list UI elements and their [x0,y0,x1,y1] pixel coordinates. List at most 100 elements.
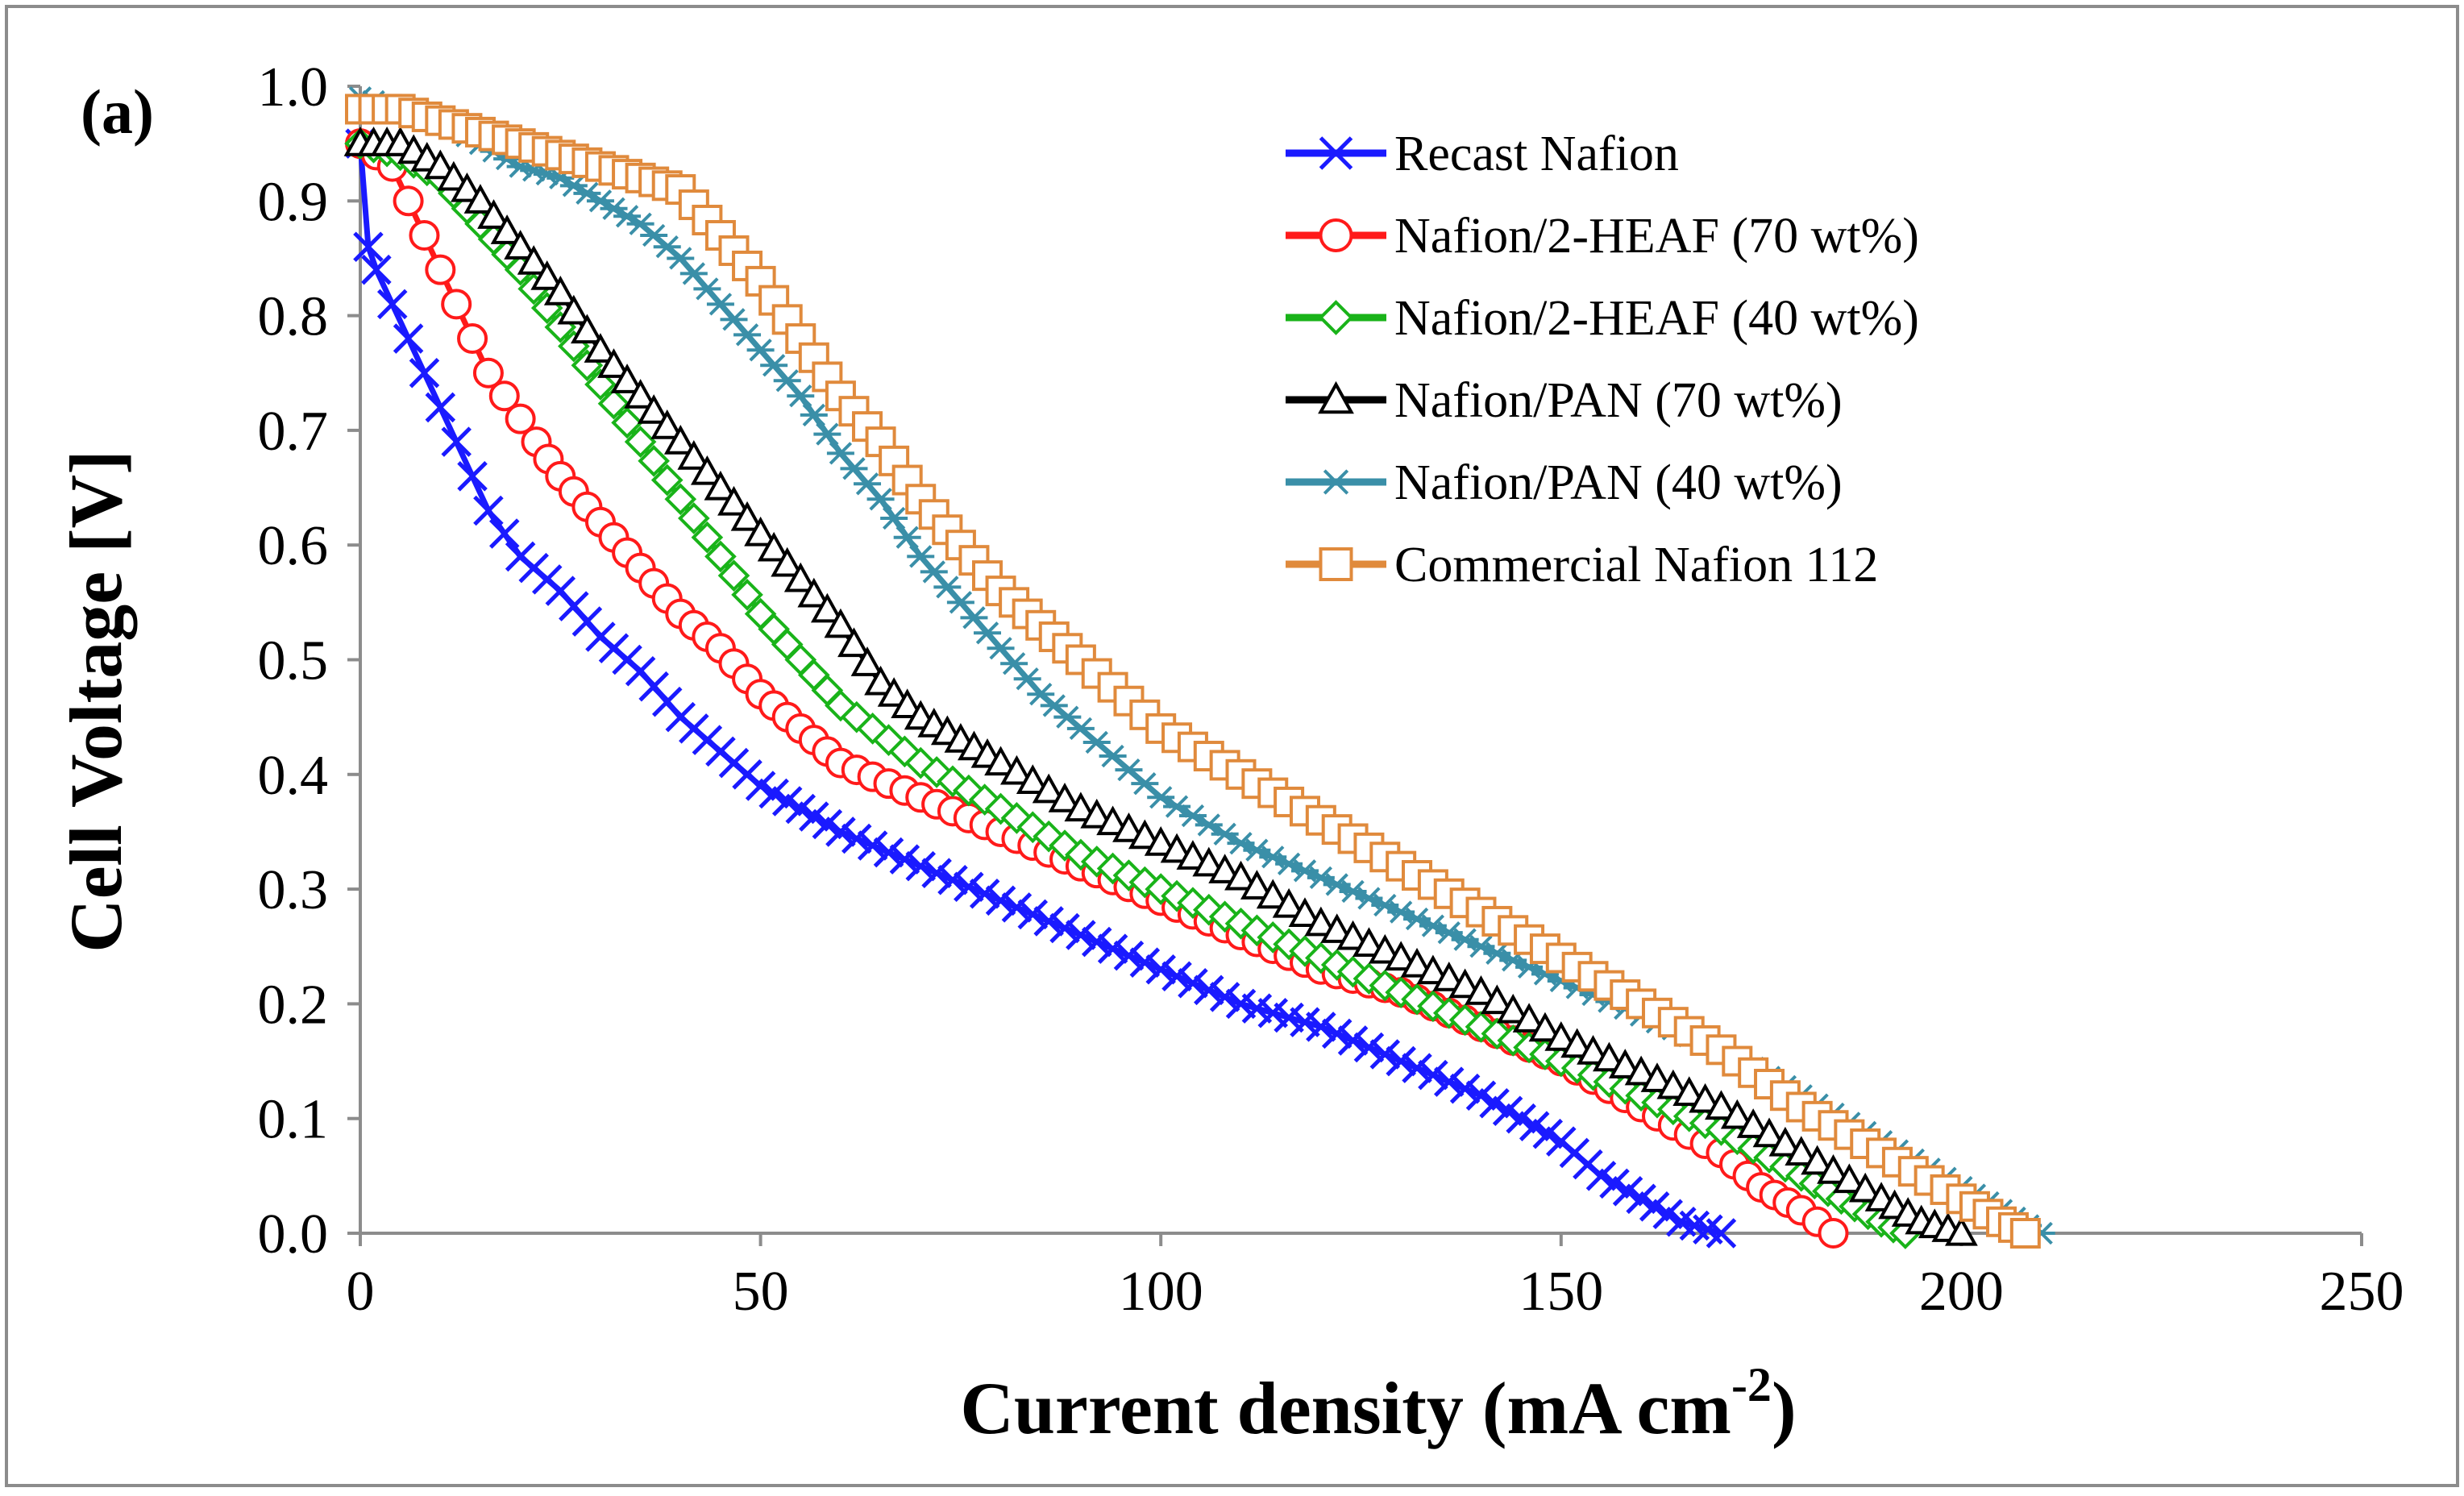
data-point [1112,812,1145,842]
data-point [624,426,657,458]
data-point [505,403,536,434]
legend-item: Nafion/PAN (40 wt%) [1286,455,1843,510]
data-point [1195,813,1223,837]
data-point [489,518,520,549]
data-point [1416,954,1450,985]
data-point [624,379,658,409]
y-axis: 0.0 0.1 0.2 0.3 0.4 0.5 0.6 0.7 0.8 0.9 1.0 [258,56,362,1265]
data-point [517,245,551,275]
data-point [409,219,440,251]
data-point [1128,819,1161,850]
data-point [1336,920,1369,950]
data-point [1320,913,1354,943]
data-point [490,214,524,244]
data-point [880,506,908,530]
data-point [650,463,684,497]
data-point [771,546,804,577]
data-point [1081,926,1112,958]
data-point [1321,1018,1352,1049]
data-point [376,289,408,320]
data-point [1386,1045,1416,1077]
data-point [1304,906,1338,937]
legend-item: Nafion/PAN (70 wt%) [1286,373,1843,428]
y-tick-label: 1.0 [258,56,329,118]
panel-label: (a) [81,77,154,147]
data-point [877,677,911,707]
data-point [437,160,471,191]
data-point [1433,1066,1465,1097]
data-point [611,406,643,439]
data-point [1049,912,1080,944]
data-point [864,665,897,696]
data-point [1161,961,1192,992]
data-point [1689,1083,1722,1113]
data-point [1319,136,1353,170]
data-point [837,627,871,658]
x-tick-label: 150 [1519,1261,1603,1323]
data-point [1528,1012,1562,1042]
data-point [1163,795,1191,818]
data-point [1336,955,1369,988]
data-point [557,294,591,325]
data-point [1000,754,1033,785]
legend-item: Nafion/2-HEAF (40 wt%) [1286,291,1919,346]
data-point [1432,961,1466,991]
data-point [1033,906,1064,937]
data-point [1337,1025,1369,1056]
data-point [650,409,684,439]
data-point [1128,866,1161,899]
legend-label: Recast Nafion [1394,127,1679,181]
series-layer [343,86,2055,1249]
data-point [1592,1041,1626,1072]
data-point [873,837,904,868]
y-tick-label: 0.0 [258,1203,329,1265]
data-point [1402,1053,1432,1083]
data-point [1289,935,1321,967]
data-point [1752,1117,1786,1148]
data-point [1465,975,1498,1005]
data-point [1048,782,1082,812]
data-point [1178,968,1208,999]
legend-label: Nafion/PAN (70 wt%) [1394,373,1843,428]
y-tick-label: 0.1 [258,1089,329,1151]
data-point [1672,1076,1706,1106]
data-point [1256,879,1290,909]
data-point [1080,798,1114,829]
y-tick-label: 0.8 [258,286,329,348]
legend-label: Nafion/2-HEAF (40 wt%) [1394,291,1919,346]
data-point [1160,833,1194,863]
legend: Recast Nafion Nafion/2-HEAF (70 wt%) Nafio… [1286,127,1919,592]
data-point [691,521,724,554]
data-point [954,871,984,903]
data-point [857,830,888,861]
data-point [1400,947,1434,978]
data-point [1369,1039,1401,1070]
data-point [584,333,617,363]
data-point [1064,792,1098,822]
data-point [1496,993,1530,1024]
legend-item: Recast Nafion [1286,127,1679,181]
data-point [1096,805,1130,836]
data-point [1736,1108,1770,1138]
data-point [1319,547,1353,581]
x-axis-title-main: Current density (mA cm [960,1367,1731,1449]
series-nafion-pan-70-wt [343,127,1978,1246]
data-point [1066,920,1096,950]
data-point [1257,921,1290,954]
data-point [856,713,889,745]
data-point [1945,1216,1978,1246]
data-point [1318,380,1354,414]
data-point [1817,1154,1850,1184]
data-point [1147,786,1175,809]
data-point [1848,1172,1882,1203]
data-point [1352,927,1386,957]
data-point [800,403,828,427]
data-point [1209,982,1240,1012]
data-point [1656,1069,1690,1099]
y-tick-label: 0.7 [258,401,329,463]
data-point [425,392,456,423]
data-point [457,461,488,492]
legend-label: Nafion/PAN (40 wt%) [1394,455,1843,510]
data-point [937,864,968,896]
data-point [1384,941,1418,971]
